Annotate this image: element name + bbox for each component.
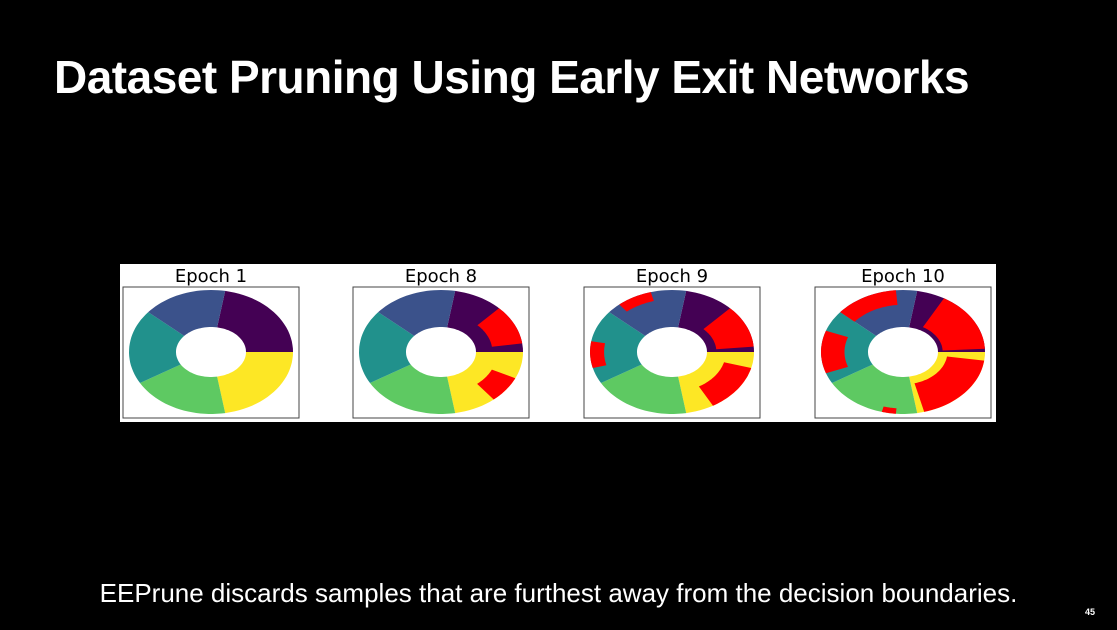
figure: Epoch 1 Epoch 8 Epoch 9 Epoch 10: [120, 264, 996, 422]
pruned-region: [821, 330, 848, 374]
cluster-region: [148, 290, 226, 336]
pruned-region: [922, 298, 985, 351]
pruned-region: [914, 356, 985, 412]
caption: EEPrune discards samples that are furthe…: [99, 578, 1018, 608]
pruned-region: [477, 308, 523, 347]
cluster-region: [129, 312, 185, 383]
panel-title: Epoch 1: [175, 266, 247, 287]
cluster-region: [217, 352, 293, 414]
pruned-region: [619, 292, 654, 312]
panel-title: Epoch 9: [636, 266, 708, 287]
cluster-region: [217, 290, 293, 352]
pruned-region: [590, 341, 607, 368]
pruned-region: [840, 290, 898, 322]
cluster-region: [370, 364, 456, 414]
pruned-region: [881, 406, 897, 414]
panel-title: Epoch 8: [405, 266, 477, 287]
slide-title: Dataset Pruning Using Early Exit Network…: [54, 51, 970, 103]
cluster-region: [832, 364, 918, 414]
panel-title: Epoch 10: [861, 266, 945, 287]
pruned-region: [477, 369, 516, 400]
cluster-region: [140, 364, 226, 414]
cluster-region: [601, 364, 687, 414]
cluster-region: [378, 290, 456, 336]
pruned-region: [703, 308, 754, 350]
pruned-region: [698, 362, 752, 406]
page-number: 45: [1084, 607, 1095, 617]
cluster-region: [359, 312, 415, 383]
